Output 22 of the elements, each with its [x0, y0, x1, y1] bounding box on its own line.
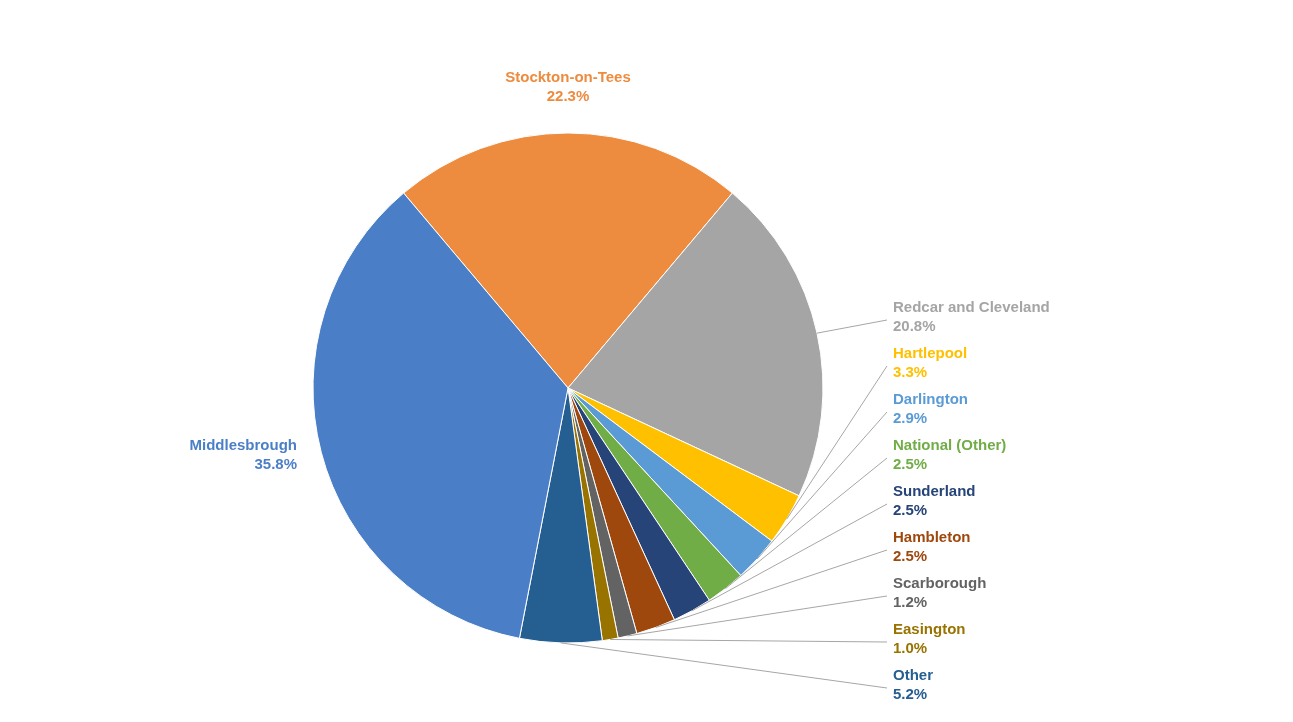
- slice-label: Scarborough: [893, 574, 987, 591]
- data-label: 1.2%: [893, 593, 928, 610]
- slice-label: Middlesbrough: [189, 436, 298, 454]
- data-label: 2.5%: [893, 501, 928, 518]
- slice-label: Hambleton: [893, 528, 971, 545]
- slice-label: National (Other): [893, 436, 1007, 453]
- slice-label: Darlington: [893, 390, 968, 407]
- slice-label: Other: [893, 666, 934, 683]
- data-label: 35.8%: [254, 455, 298, 473]
- data-label: 2.9%: [893, 409, 928, 426]
- slice-label: Easington: [893, 620, 966, 637]
- data-label: 3.3%: [893, 363, 928, 380]
- slice-label: Redcar and Cleveland: [893, 298, 1050, 315]
- data-label: 5.2%: [893, 685, 928, 702]
- data-label: 2.5%: [893, 547, 928, 564]
- slice-label: Hartlepool: [893, 344, 968, 361]
- data-label: 22.3%: [546, 87, 590, 104]
- slice-label: Stockton-on-Tees: [505, 68, 631, 85]
- slice-label: Sunderland: [893, 482, 976, 499]
- data-label: 20.8%: [893, 317, 936, 334]
- data-label: 1.0%: [893, 639, 928, 656]
- data-label: 2.5%: [893, 455, 928, 472]
